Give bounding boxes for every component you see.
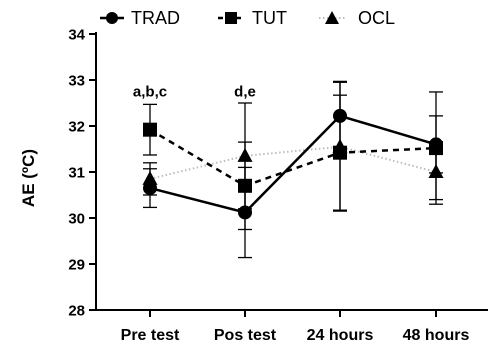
point-ocl (142, 170, 158, 185)
y-tick-label: 29 (68, 257, 85, 274)
y-tick-label: 28 (68, 303, 85, 320)
legend: TRAD TUT OCL (100, 8, 395, 28)
point-tut (143, 122, 157, 137)
point-trad (333, 108, 347, 123)
legend-item-tut: TUT (218, 8, 287, 28)
x-tick-label: Pos test (214, 327, 277, 344)
point-ocl (332, 138, 348, 153)
series-lines (149, 114, 437, 214)
point-tut (429, 141, 443, 156)
significance-annotation: a,b,c (133, 84, 167, 101)
legend-label-tut: TUT (252, 8, 287, 28)
y-tick-label: 32 (68, 119, 85, 136)
y-ticks: 28 29 30 31 32 33 34 (68, 27, 96, 320)
y-tick-label: 30 (68, 211, 85, 228)
point-tut (238, 178, 252, 193)
legend-item-trad: TRAD (100, 8, 180, 28)
y-axis-label: AE (ºC) (19, 149, 38, 207)
y-tick-label: 33 (68, 73, 85, 90)
legend-label-trad: TRAD (131, 8, 180, 28)
x-tick-label: 24 hours (307, 327, 374, 344)
error-bars (143, 80, 443, 259)
x-tick-label: Pre test (121, 327, 180, 344)
legend-label-ocl: OCL (358, 8, 395, 28)
y-tick-label: 34 (68, 27, 85, 44)
point-ocl (237, 147, 253, 162)
y-tick-label: 31 (68, 165, 85, 182)
series-line-trad (149, 114, 437, 214)
point-ocl (428, 164, 444, 178)
annotations: a,b,c d,e (133, 84, 256, 101)
data-markers (142, 108, 444, 220)
legend-item-ocl: OCL (319, 8, 395, 28)
x-tick-label: 48 hours (403, 327, 470, 344)
significance-annotation: d,e (234, 84, 256, 101)
series-line-tut (149, 128, 437, 188)
series-line-ocl (149, 145, 437, 180)
point-trad (238, 205, 252, 220)
x-ticks: Pre test Pos test 24 hours 48 hours (121, 310, 470, 344)
